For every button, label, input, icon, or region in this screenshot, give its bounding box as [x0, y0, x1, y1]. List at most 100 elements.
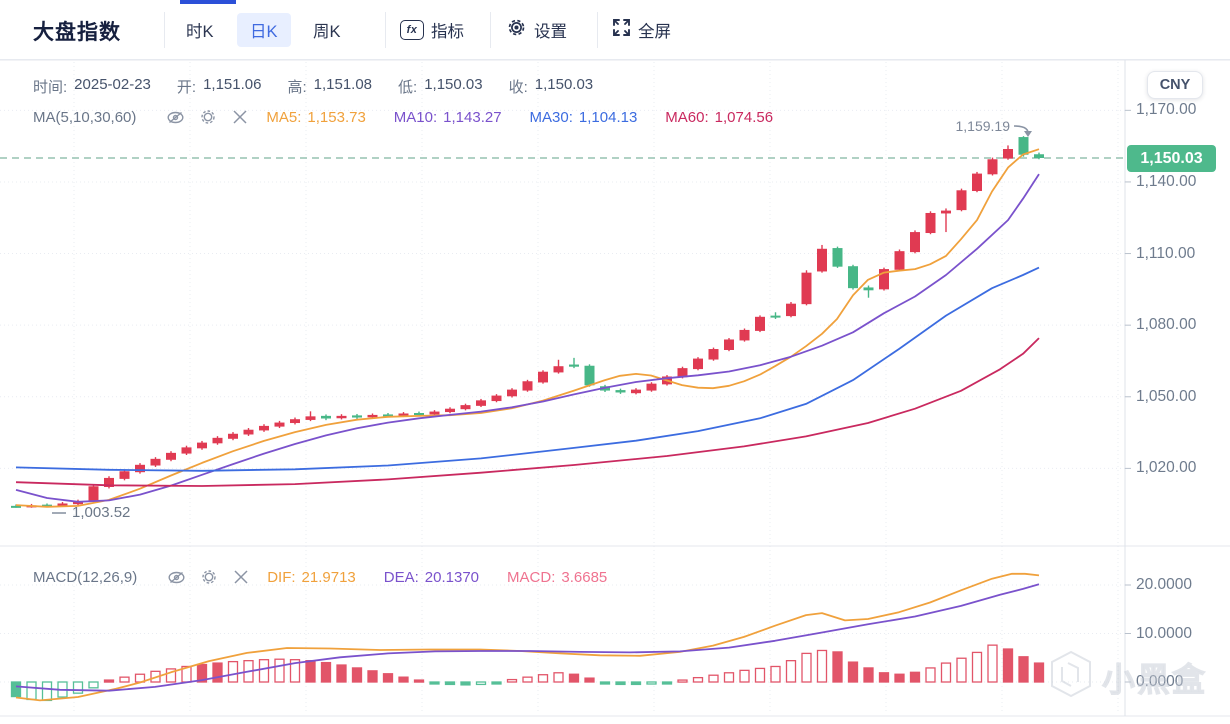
- macd-tick-label: 0.0000: [1136, 673, 1184, 690]
- macd-group-label: MACD(12,26,9): [33, 568, 138, 586]
- candle-body: [739, 329, 750, 341]
- candle-body: [1003, 149, 1013, 159]
- ma-close-icon[interactable]: [230, 108, 249, 127]
- candle-body: [429, 411, 440, 415]
- macd-close-icon[interactable]: [231, 568, 250, 587]
- macd-hist-bar: [584, 677, 595, 683]
- candle-body: [832, 248, 843, 267]
- macd-hist-bar: [522, 676, 533, 683]
- time-label: 时间:: [33, 78, 68, 96]
- macd-hist-bar: [506, 678, 518, 683]
- macd-hist-bar: [661, 681, 673, 685]
- fx-icon: fx: [400, 20, 424, 40]
- macd-hist-bar: [289, 659, 301, 683]
- candle-body: [166, 452, 176, 460]
- candle-body: [910, 232, 920, 253]
- candle-body: [352, 415, 362, 418]
- ma-legend-row: MA(5,10,30,60) MA5: 1,153.73 MA10: 1,143.2…: [33, 106, 773, 128]
- macd-hist-bar: [971, 651, 983, 683]
- macd-hist-bar: [615, 681, 626, 686]
- candle-body: [212, 437, 223, 444]
- settings-button[interactable]: 设置: [506, 0, 567, 60]
- candle-body: [197, 442, 207, 449]
- macd-hist-bar: [41, 681, 53, 702]
- candle-body: [259, 425, 269, 431]
- macd-hist-bar: [196, 663, 208, 683]
- macd-hist-bar: [630, 681, 642, 686]
- toolbar-divider: [597, 12, 598, 48]
- fullscreen-button[interactable]: 全屏: [612, 0, 671, 60]
- macd-hist-bar: [925, 667, 936, 683]
- candle-body: [972, 173, 982, 192]
- candle-body: [414, 413, 424, 416]
- macd-settings-gear-icon[interactable]: [199, 568, 218, 587]
- candle-body: [848, 266, 858, 289]
- toolbar-divider: [490, 12, 491, 48]
- indicator-button[interactable]: fx 指标: [400, 0, 464, 60]
- candle-body: [863, 287, 874, 291]
- toolbar-divider: [385, 12, 386, 48]
- candle-body: [987, 159, 998, 175]
- ma-line-ma10: [15, 173, 1040, 503]
- macd-value-legend: MACD: 3.6685: [507, 568, 608, 586]
- macd-hist-bar: [894, 673, 905, 683]
- macd-hist-bar: [909, 671, 921, 683]
- macd-hist-bar: [103, 679, 115, 683]
- open-value: 1,151.06: [203, 75, 262, 93]
- macd-hist-bar: [258, 659, 270, 683]
- candle-body: [646, 383, 657, 391]
- candle-body: [243, 429, 254, 435]
- macd-hist-bar: [677, 679, 688, 683]
- macd-hist-bar: [10, 681, 22, 698]
- candle-body: [631, 389, 641, 394]
- price-tick-label: 1,050.00: [1136, 387, 1197, 405]
- candle-body: [491, 395, 502, 402]
- ma-settings-gear-icon[interactable]: [198, 108, 217, 127]
- macd-hist-bar: [367, 670, 378, 683]
- dea-legend: DEA: 20.1370: [383, 568, 480, 586]
- candle-body: [119, 471, 130, 479]
- candle-body: [708, 349, 719, 360]
- candle-body: [507, 389, 517, 397]
- candle-body: [305, 416, 316, 420]
- low-label: 低:: [398, 78, 418, 96]
- ma-group-label: MA(5,10,30,60): [33, 108, 137, 126]
- macd-line-dea: [15, 583, 1040, 692]
- macd-hist-bar: [26, 681, 37, 701]
- close-value: 1,150.03: [534, 75, 594, 93]
- tab-day-k[interactable]: 日K: [237, 13, 291, 47]
- ma-line-ma30: [15, 266, 1040, 472]
- candle-body: [724, 339, 734, 350]
- macd-hist-bar: [212, 662, 223, 683]
- currency-badge[interactable]: CNY: [1147, 71, 1203, 99]
- candle-body: [336, 415, 347, 419]
- tab-week-k[interactable]: 周K: [313, 23, 341, 41]
- tab-hour-k[interactable]: 时K: [186, 23, 214, 41]
- candle-body: [135, 464, 145, 473]
- candle-body: [956, 190, 967, 211]
- last-price-badge: 1,150.03: [1127, 145, 1216, 172]
- settings-button-label: 设置: [534, 23, 567, 41]
- macd-hist-bar: [723, 672, 735, 683]
- macd-hist-bar: [165, 668, 177, 683]
- candle-body: [677, 368, 688, 378]
- high-arrow-head: [1024, 131, 1032, 137]
- macd-hist-bar: [460, 681, 471, 686]
- macd-hist-bar: [1018, 656, 1029, 683]
- candle-body: [569, 364, 579, 367]
- macd-hist-bar: [1002, 648, 1014, 683]
- candle-body: [925, 212, 936, 234]
- high-value: 1,151.08: [313, 75, 373, 93]
- candle-body: [57, 503, 68, 507]
- macd-eye-off-icon[interactable]: [167, 568, 186, 587]
- candle-body: [817, 248, 827, 272]
- eye-off-icon[interactable]: [166, 108, 185, 127]
- candle-body: [693, 358, 703, 370]
- macd-hist-bar: [413, 679, 425, 683]
- top-accent-bar: [180, 0, 236, 4]
- candle-body: [150, 458, 161, 466]
- macd-hist-bar: [398, 676, 409, 683]
